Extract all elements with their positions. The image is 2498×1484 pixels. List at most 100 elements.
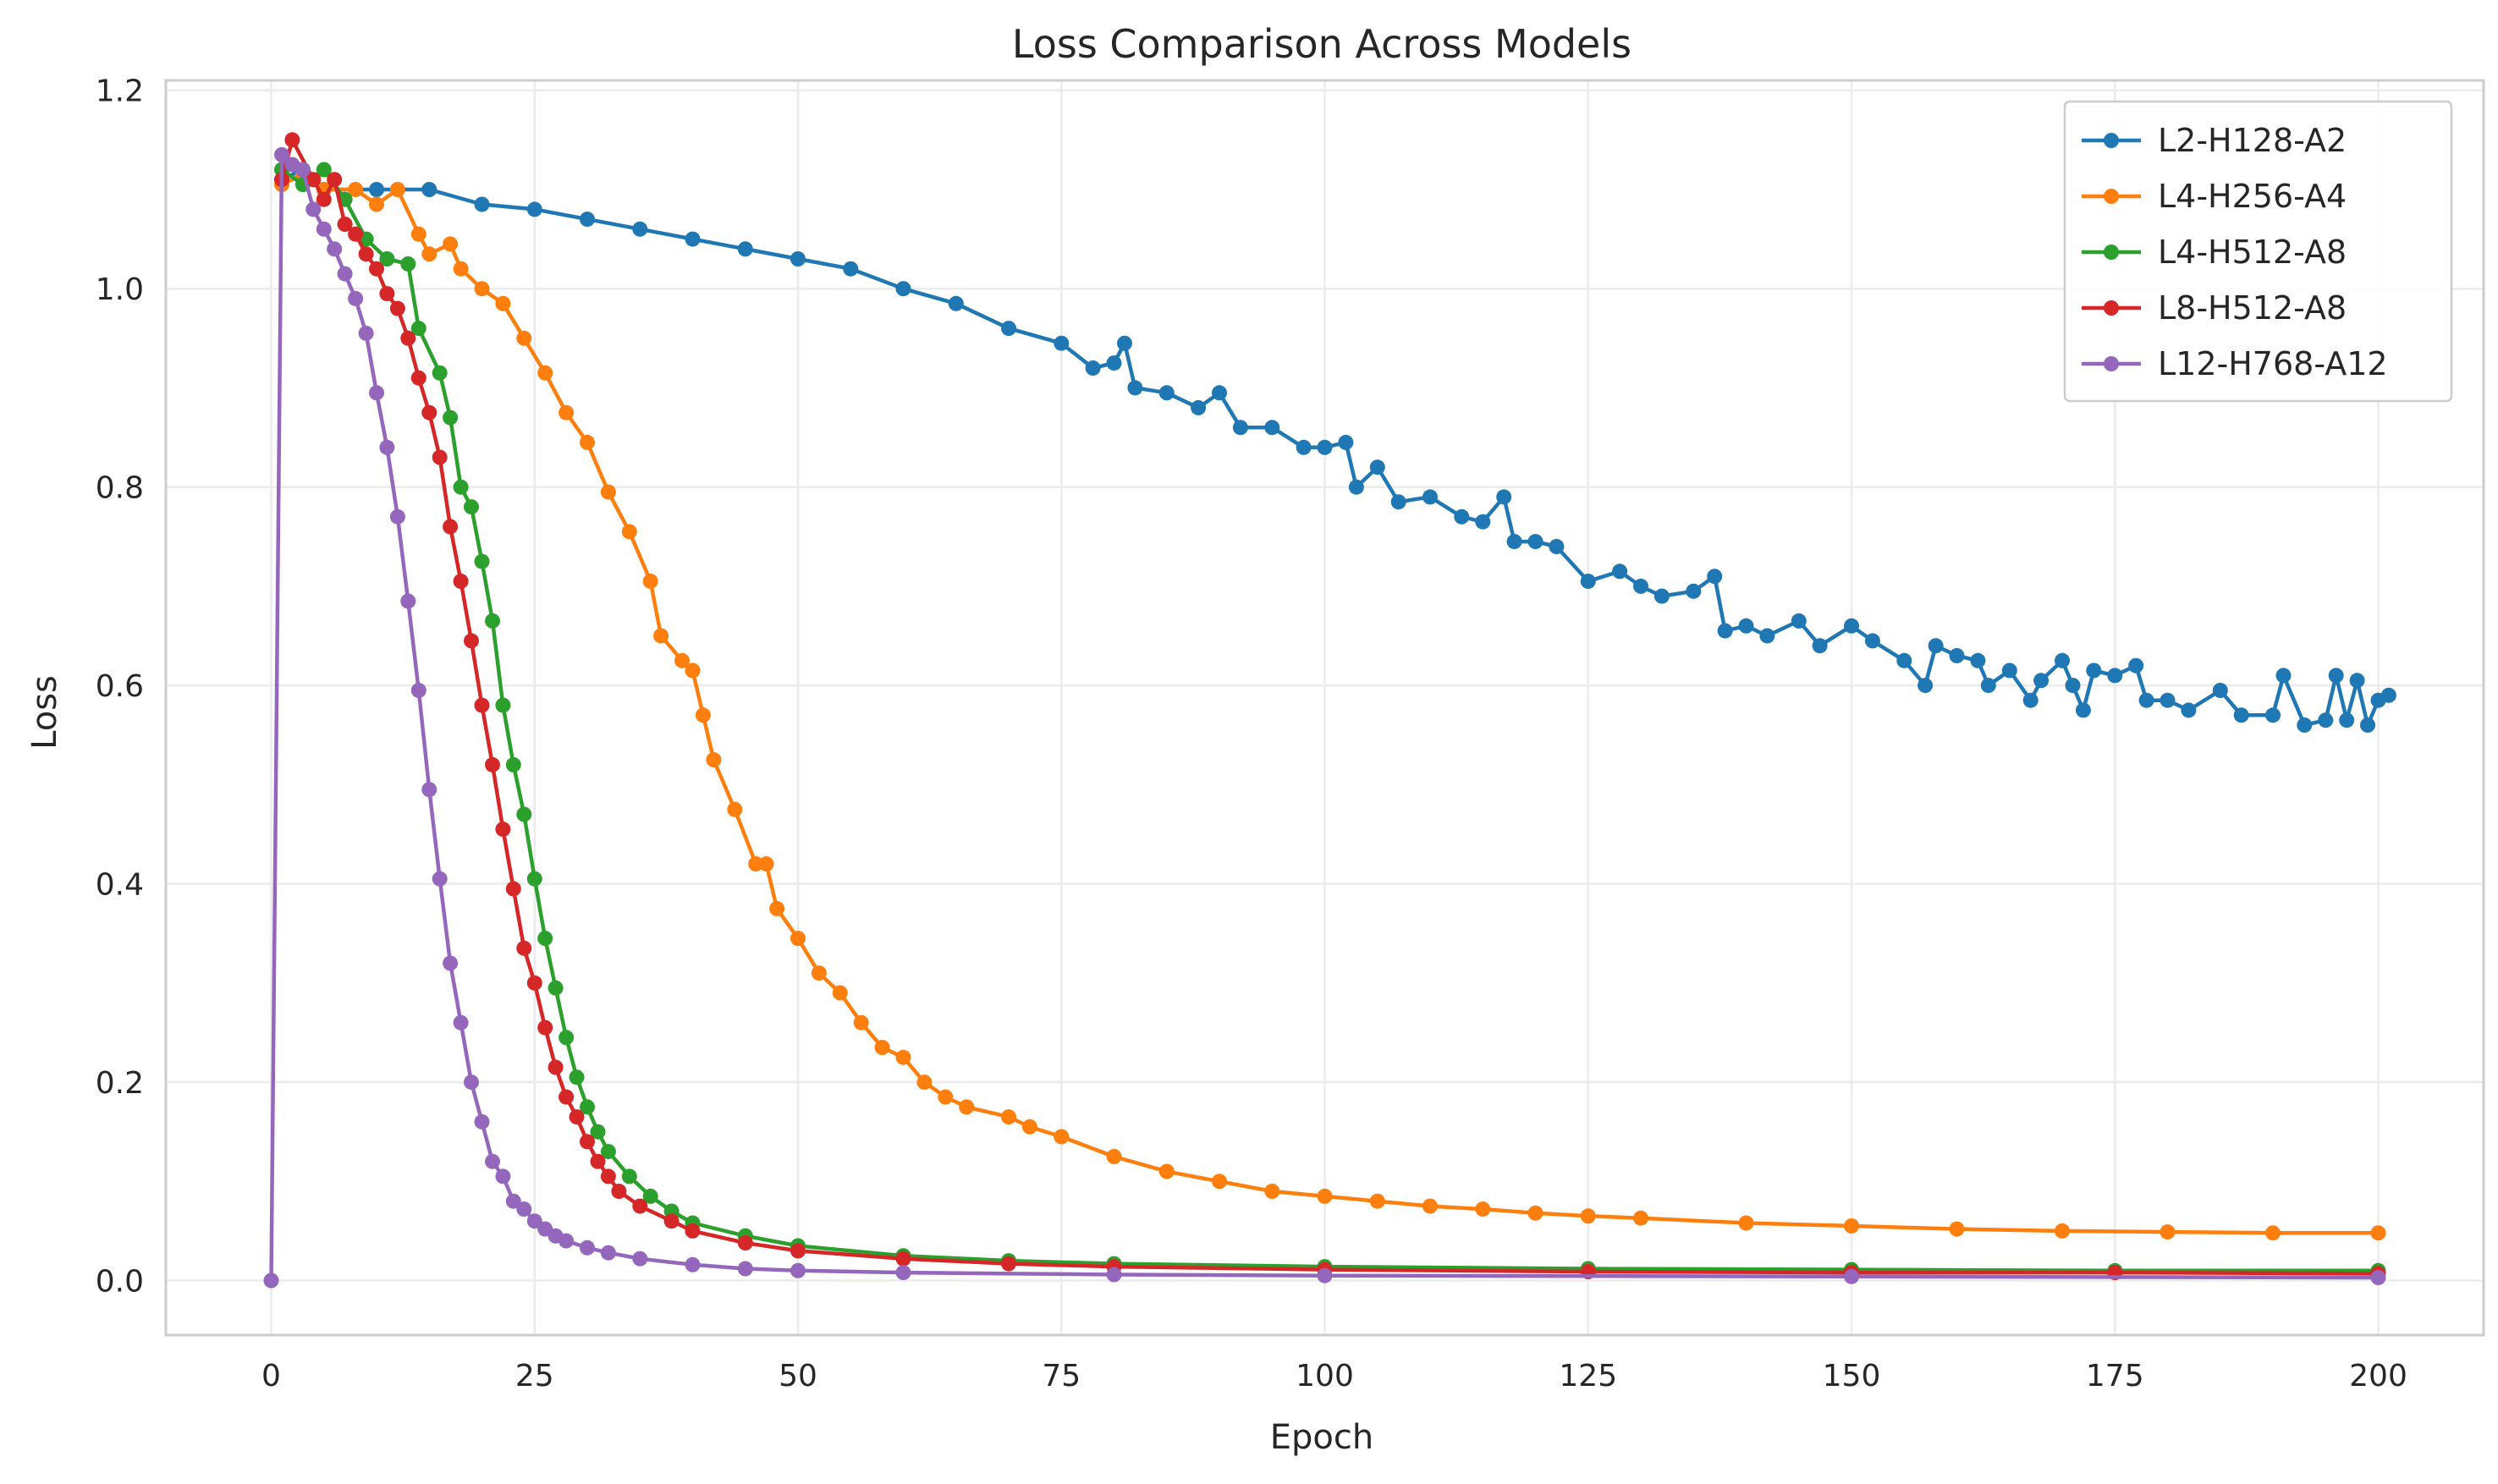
data-point <box>737 1261 753 1277</box>
data-point <box>516 330 532 346</box>
data-point <box>379 251 395 267</box>
data-point <box>369 182 384 197</box>
data-point <box>432 449 448 465</box>
data-point <box>2181 702 2197 718</box>
data-point <box>1844 1218 1859 1234</box>
data-point <box>1054 335 1070 351</box>
data-point <box>547 1059 564 1075</box>
data-point <box>2138 692 2154 708</box>
data-point <box>379 286 395 302</box>
x-tick-label: 50 <box>779 1359 817 1393</box>
data-point <box>1264 420 1280 436</box>
data-point <box>1527 1205 1543 1221</box>
data-point <box>316 191 332 207</box>
data-point <box>305 201 322 217</box>
data-point <box>389 508 405 525</box>
data-point <box>642 574 658 589</box>
data-point <box>485 756 500 772</box>
data-point <box>727 801 743 817</box>
x-axis-label: Epoch <box>1270 1418 1373 1457</box>
data-point <box>348 290 364 306</box>
data-point <box>379 439 395 455</box>
y-tick-label: 0.8 <box>96 471 144 506</box>
y-axis-label: Loss <box>25 675 64 750</box>
legend-label: L12-H768-A12 <box>2158 345 2388 382</box>
data-point <box>948 295 964 311</box>
data-point <box>410 370 426 386</box>
data-point <box>632 1198 648 1214</box>
x-tick-label: 200 <box>2349 1359 2407 1393</box>
data-point <box>1212 385 1227 401</box>
legend-box <box>2063 100 2453 403</box>
data-point <box>2160 1224 2176 1240</box>
data-point <box>600 1168 616 1184</box>
data-point <box>642 1188 658 1204</box>
data-point <box>895 281 911 297</box>
data-point <box>1127 380 1143 396</box>
data-point <box>2075 702 2091 718</box>
data-point <box>464 1075 479 1091</box>
data-point <box>1106 355 1122 371</box>
data-point <box>537 365 553 381</box>
data-point <box>485 613 500 629</box>
data-point <box>453 574 469 589</box>
data-point <box>695 707 711 723</box>
data-point <box>600 1245 616 1261</box>
data-point <box>1633 1210 1648 1226</box>
data-point <box>316 221 332 237</box>
data-point <box>316 162 332 178</box>
data-point <box>1348 479 1364 495</box>
data-point <box>337 217 353 232</box>
data-point <box>1475 1201 1491 1217</box>
data-point <box>1001 1256 1016 1272</box>
data-point <box>2370 1225 2386 1241</box>
data-point <box>284 132 300 148</box>
data-point <box>1527 534 1543 550</box>
data-point <box>580 1099 595 1115</box>
data-point <box>621 1168 637 1184</box>
data-point <box>263 1272 279 1289</box>
data-point <box>327 172 343 188</box>
data-point <box>748 856 764 872</box>
data-point <box>790 931 806 947</box>
data-point <box>474 196 490 212</box>
data-point <box>653 628 669 644</box>
data-point <box>706 752 722 767</box>
data-point <box>832 985 848 1001</box>
data-point <box>2212 683 2228 698</box>
data-point <box>843 261 859 277</box>
legend: L2-H128-A2 L4-H256-A4 L4-H512-A8 L8-H512-A8… <box>2063 100 2453 403</box>
data-point <box>1812 638 1828 654</box>
legend-label: L2-H128-A2 <box>2158 122 2347 159</box>
data-point <box>895 1250 911 1267</box>
data-point <box>1844 1268 1859 1284</box>
data-point <box>389 300 405 316</box>
data-point <box>1212 1173 1227 1190</box>
data-point <box>474 1113 490 1129</box>
data-point <box>737 241 753 257</box>
data-point <box>569 1109 585 1125</box>
data-point <box>874 1040 890 1055</box>
x-tick-label: 125 <box>1559 1359 1617 1393</box>
legend-item: L4-H512-A8 <box>2082 234 2347 271</box>
x-tick-label: 0 <box>261 1359 281 1393</box>
data-point <box>600 1144 616 1160</box>
legend-swatch-marker <box>2104 245 2119 260</box>
data-point <box>811 965 827 981</box>
data-point <box>758 856 774 872</box>
data-point <box>432 871 448 887</box>
data-point <box>1612 563 1628 580</box>
data-point <box>389 182 405 197</box>
data-point <box>1369 1193 1385 1209</box>
data-point <box>1338 434 1354 450</box>
data-point <box>1232 420 1248 436</box>
legend-swatch-marker <box>2104 189 2119 204</box>
data-point <box>2349 673 2365 689</box>
y-tick-label: 0.4 <box>96 868 144 903</box>
legend-item: L12-H768-A12 <box>2082 345 2388 382</box>
data-point <box>337 266 353 282</box>
data-point <box>1454 508 1470 525</box>
data-point <box>790 1262 806 1278</box>
data-point <box>1158 1163 1175 1179</box>
data-point <box>558 1030 575 1046</box>
